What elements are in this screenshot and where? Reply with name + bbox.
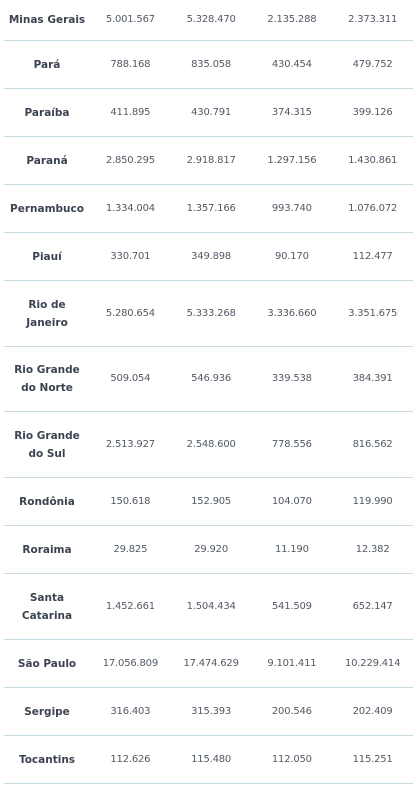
state-name: Minas Gerais bbox=[8, 14, 86, 26]
value-col-3: 339.538 bbox=[271, 373, 312, 384]
table-row: Paraná 2.850.295 2.918.817 1.297.156 1.4… bbox=[4, 137, 413, 185]
value-col-2: 2.548.600 bbox=[186, 438, 236, 450]
value-col-3: 104.070 bbox=[271, 495, 312, 507]
table-row: Rio Grande do Sul 2.513.927 2.548.600 77… bbox=[4, 412, 413, 478]
value-col-1: 2.513.927 bbox=[105, 438, 155, 450]
value-col-1: 316.403 bbox=[110, 705, 151, 717]
table-row: Roraima 29.825 29.920 11.190 12.382 bbox=[4, 526, 413, 574]
value-col-1: 788.168 bbox=[110, 58, 151, 70]
state-name: Pernambuco bbox=[10, 202, 84, 215]
state-name: Paraíba bbox=[24, 106, 70, 119]
state-name: Tocantins bbox=[18, 753, 76, 766]
value-col-2: 835.058 bbox=[191, 58, 232, 70]
value-col-1: 1.334.004 bbox=[105, 202, 155, 214]
state-name: Piauí bbox=[32, 250, 62, 263]
value-col-3: 200.546 bbox=[271, 705, 312, 717]
table-row: Rondônia 150.618 152.905 104.070 119.990 bbox=[4, 478, 413, 526]
table-row: Santa Catarina 1.452.661 1.504.434 541.5… bbox=[4, 574, 413, 640]
state-name: Rio Grande do Norte bbox=[14, 364, 80, 394]
state-name: Santa Catarina bbox=[21, 591, 73, 622]
value-col-4: 119.990 bbox=[352, 495, 393, 507]
table-row: São Paulo 17.056.809 17.474.629 9.101.41… bbox=[4, 640, 413, 688]
state-name: Sergipe bbox=[24, 705, 70, 718]
value-col-3: 1.297.156 bbox=[267, 154, 317, 166]
value-col-2: 29.920 bbox=[194, 543, 229, 555]
value-col-2: 430.791 bbox=[191, 106, 232, 118]
value-col-3: 778.556 bbox=[271, 438, 312, 450]
value-col-4: 1.076.072 bbox=[348, 202, 398, 214]
value-col-4: 399.126 bbox=[352, 106, 393, 118]
table-row: Minas Gerais 5.001.567 5.328.470 2.135.2… bbox=[4, 0, 413, 41]
value-col-2: 17.474.629 bbox=[183, 657, 239, 669]
value-col-2: 5.328.470 bbox=[186, 14, 236, 25]
value-col-4: 202.409 bbox=[352, 705, 393, 717]
state-name: São Paulo bbox=[17, 657, 77, 670]
value-col-2: 2.918.817 bbox=[186, 154, 236, 166]
value-col-1: 17.056.809 bbox=[102, 657, 158, 669]
state-name: Roraima bbox=[22, 543, 72, 556]
value-col-1: 2.850.295 bbox=[105, 154, 155, 166]
state-name: Rondônia bbox=[19, 495, 75, 508]
value-col-1: 112.626 bbox=[110, 753, 151, 765]
table-row: Pará 788.168 835.058 430.454 479.752 bbox=[4, 41, 413, 89]
state-name: Rio de Janeiro bbox=[26, 298, 68, 329]
table-row: Rio de Janeiro 5.280.654 5.333.268 3.336… bbox=[4, 281, 413, 347]
value-col-2: 1.357.166 bbox=[186, 202, 236, 214]
value-col-1: 29.825 bbox=[113, 543, 148, 555]
value-col-3: 541.509 bbox=[271, 600, 312, 612]
value-col-4: 10.229.414 bbox=[344, 657, 401, 669]
value-col-4: 3.351.675 bbox=[348, 307, 398, 319]
value-col-3: 112.050 bbox=[271, 753, 312, 765]
value-col-1: 150.618 bbox=[110, 495, 151, 507]
value-col-4: 115.251 bbox=[352, 753, 393, 765]
value-col-1: 509.054 bbox=[110, 373, 151, 384]
table-row: Tocantins 112.626 115.480 112.050 115.25… bbox=[4, 736, 413, 784]
state-name: Rio Grande do Sul bbox=[14, 429, 80, 460]
value-col-3: 9.101.411 bbox=[267, 657, 317, 669]
value-col-1: 1.452.661 bbox=[105, 600, 155, 612]
value-col-4: 2.373.311 bbox=[348, 14, 398, 25]
value-col-4: 479.752 bbox=[352, 58, 393, 70]
value-col-4: 1.430.861 bbox=[348, 154, 398, 166]
table-row: Rio Grande do Norte 509.054 546.936 339.… bbox=[4, 347, 413, 412]
value-col-3: 430.454 bbox=[271, 58, 312, 70]
value-col-2: 1.504.434 bbox=[186, 600, 236, 612]
value-col-1: 411.895 bbox=[110, 106, 151, 118]
value-col-2: 315.393 bbox=[191, 705, 232, 717]
table-row: Pernambuco 1.334.004 1.357.166 993.740 1… bbox=[4, 185, 413, 233]
value-col-2: 5.333.268 bbox=[186, 307, 236, 319]
value-col-4: 652.147 bbox=[352, 600, 393, 612]
value-col-2: 152.905 bbox=[191, 495, 232, 507]
value-col-3: 2.135.288 bbox=[267, 14, 317, 25]
value-col-3: 11.190 bbox=[274, 543, 309, 555]
value-col-4: 384.391 bbox=[352, 373, 393, 384]
table-row: Piauí 330.701 349.898 90.170 112.477 bbox=[4, 233, 413, 281]
value-col-4: 816.562 bbox=[352, 438, 393, 450]
value-col-4: 12.382 bbox=[355, 543, 390, 555]
value-col-3: 374.315 bbox=[271, 106, 312, 118]
value-col-3: 3.336.660 bbox=[267, 307, 317, 319]
data-table: Minas Gerais 5.001.567 5.328.470 2.135.2… bbox=[4, 0, 413, 784]
value-col-3: 90.170 bbox=[274, 250, 309, 262]
table-row: Sergipe 316.403 315.393 200.546 202.409 bbox=[4, 688, 413, 736]
value-col-1: 5.001.567 bbox=[105, 14, 155, 25]
value-col-2: 115.480 bbox=[191, 753, 232, 765]
value-col-2: 349.898 bbox=[191, 250, 232, 262]
table-row: Paraíba 411.895 430.791 374.315 399.126 bbox=[4, 89, 413, 137]
state-name: Paraná bbox=[26, 154, 68, 167]
value-col-4: 112.477 bbox=[352, 250, 393, 262]
value-col-1: 5.280.654 bbox=[105, 307, 155, 319]
value-col-1: 330.701 bbox=[110, 250, 151, 262]
state-name: Pará bbox=[33, 58, 61, 71]
value-col-3: 993.740 bbox=[271, 202, 312, 214]
value-col-2: 546.936 bbox=[191, 373, 232, 384]
